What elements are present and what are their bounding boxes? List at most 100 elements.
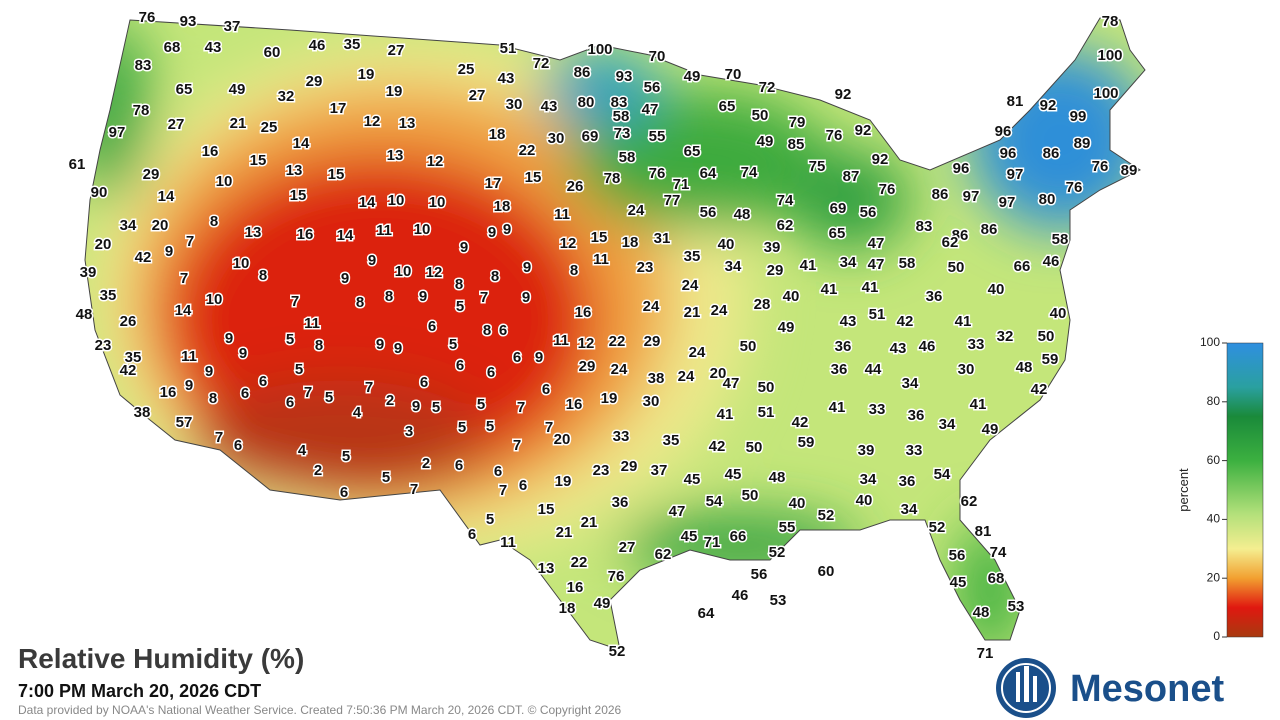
station-value: 30 [548,130,565,147]
logo: Mesonet [996,658,1224,718]
station-value: 68 [164,39,181,56]
station-value: 53 [1008,598,1025,615]
station-value: 45 [950,574,967,591]
station-value: 37 [224,18,241,35]
station-value: 58 [899,255,916,272]
station-value: 14 [359,194,376,211]
station-value: 15 [250,152,267,169]
station-value: 43 [498,70,515,87]
colorbar-tick-label: 20 [1207,570,1221,584]
station-value: 96 [953,160,970,177]
station-value: 52 [769,544,786,561]
station-value: 47 [723,375,740,392]
station-value: 5 [325,389,333,406]
station-value: 76 [139,9,156,26]
station-value: 21 [684,304,701,321]
station-value: 46 [732,587,749,604]
station-value: 5 [486,418,494,435]
station-value: 5 [477,396,485,413]
station-value: 40 [988,281,1005,298]
station-value: 8 [385,288,393,305]
credit: Data provided by NOAA's National Weather… [18,703,622,717]
station-value: 97 [109,124,126,141]
station-value: 74 [777,192,794,209]
station-value: 6 [542,381,550,398]
station-value: 86 [952,227,969,244]
station-value: 78 [133,102,150,119]
colorbar-tick-label: 100 [1200,335,1220,349]
station-value: 62 [777,217,794,234]
station-value: 64 [698,605,715,622]
station-value: 9 [488,224,496,241]
station-value: 17 [330,100,347,117]
station-value: 43 [205,39,222,56]
station-value: 45 [684,471,701,488]
station-value: 13 [286,162,303,179]
station-value: 89 [1074,135,1091,152]
station-value: 24 [678,368,695,385]
station-value: 9 [535,349,543,366]
station-value: 52 [818,507,835,524]
us-outline [84,17,1146,651]
station-value: 10 [216,173,233,190]
station-value: 6 [513,349,521,366]
station-value: 7 [480,289,488,306]
station-value: 46 [919,338,936,355]
station-value: 50 [758,379,775,396]
station-value: 14 [175,302,192,319]
station-value: 58 [1052,231,1069,248]
station-value: 85 [788,136,805,153]
station-value: 50 [746,439,763,456]
station-value: 13 [245,224,262,241]
station-value: 7 [513,437,521,454]
station-value: 52 [609,643,626,660]
station-value: 34 [860,471,877,488]
station-value: 42 [135,249,152,266]
station-value: 43 [890,340,907,357]
station-value: 79 [789,114,806,131]
colorbar-tick-label: 60 [1207,453,1221,467]
station-value: 75 [809,158,826,175]
station-value: 8 [491,268,499,285]
station-value: 35 [663,432,680,449]
station-value: 12 [426,264,443,281]
station-value: 39 [764,239,781,256]
station-value: 36 [899,473,916,490]
station-value: 27 [619,539,636,556]
station-value: 53 [770,592,787,609]
station-value: 9 [239,345,247,362]
station-value: 86 [1043,145,1060,162]
station-value: 60 [818,563,835,580]
station-value: 76 [879,181,896,198]
station-value: 56 [751,566,768,583]
station-value: 23 [637,259,654,276]
station-value: 56 [860,204,877,221]
colorbar-tick-label: 40 [1207,512,1221,526]
station-value: 10 [388,192,405,209]
station-value: 38 [648,370,665,387]
station-value: 24 [689,344,706,361]
station-value: 52 [929,519,946,536]
station-value: 16 [202,143,219,160]
station-value: 6 [340,484,348,501]
station-value: 7 [215,429,223,446]
station-value: 47 [868,235,885,252]
station-value: 15 [328,166,345,183]
station-value: 34 [901,501,918,518]
station-value: 18 [489,126,506,143]
station-value: 40 [856,492,873,509]
station-value: 18 [559,600,576,617]
station-value: 16 [566,396,583,413]
station-value: 9 [522,289,530,306]
station-value: 8 [259,267,267,284]
station-value: 55 [649,128,666,145]
station-value: 48 [734,206,751,223]
station-value: 10 [395,263,412,280]
station-value: 34 [725,258,742,275]
station-value: 89 [1121,162,1138,179]
station-value: 96 [995,123,1012,140]
station-value: 5 [432,399,440,416]
station-value: 8 [455,276,463,293]
station-value: 29 [621,458,638,475]
